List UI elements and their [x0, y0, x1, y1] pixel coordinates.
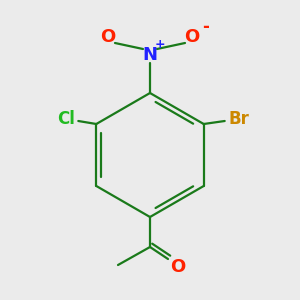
- Text: +: +: [155, 38, 165, 52]
- Text: N: N: [142, 46, 158, 64]
- Text: O: O: [184, 28, 200, 46]
- Text: -: -: [202, 18, 209, 36]
- Text: Br: Br: [228, 110, 249, 128]
- Text: O: O: [100, 28, 116, 46]
- Text: O: O: [170, 258, 186, 276]
- Text: Cl: Cl: [57, 110, 75, 128]
